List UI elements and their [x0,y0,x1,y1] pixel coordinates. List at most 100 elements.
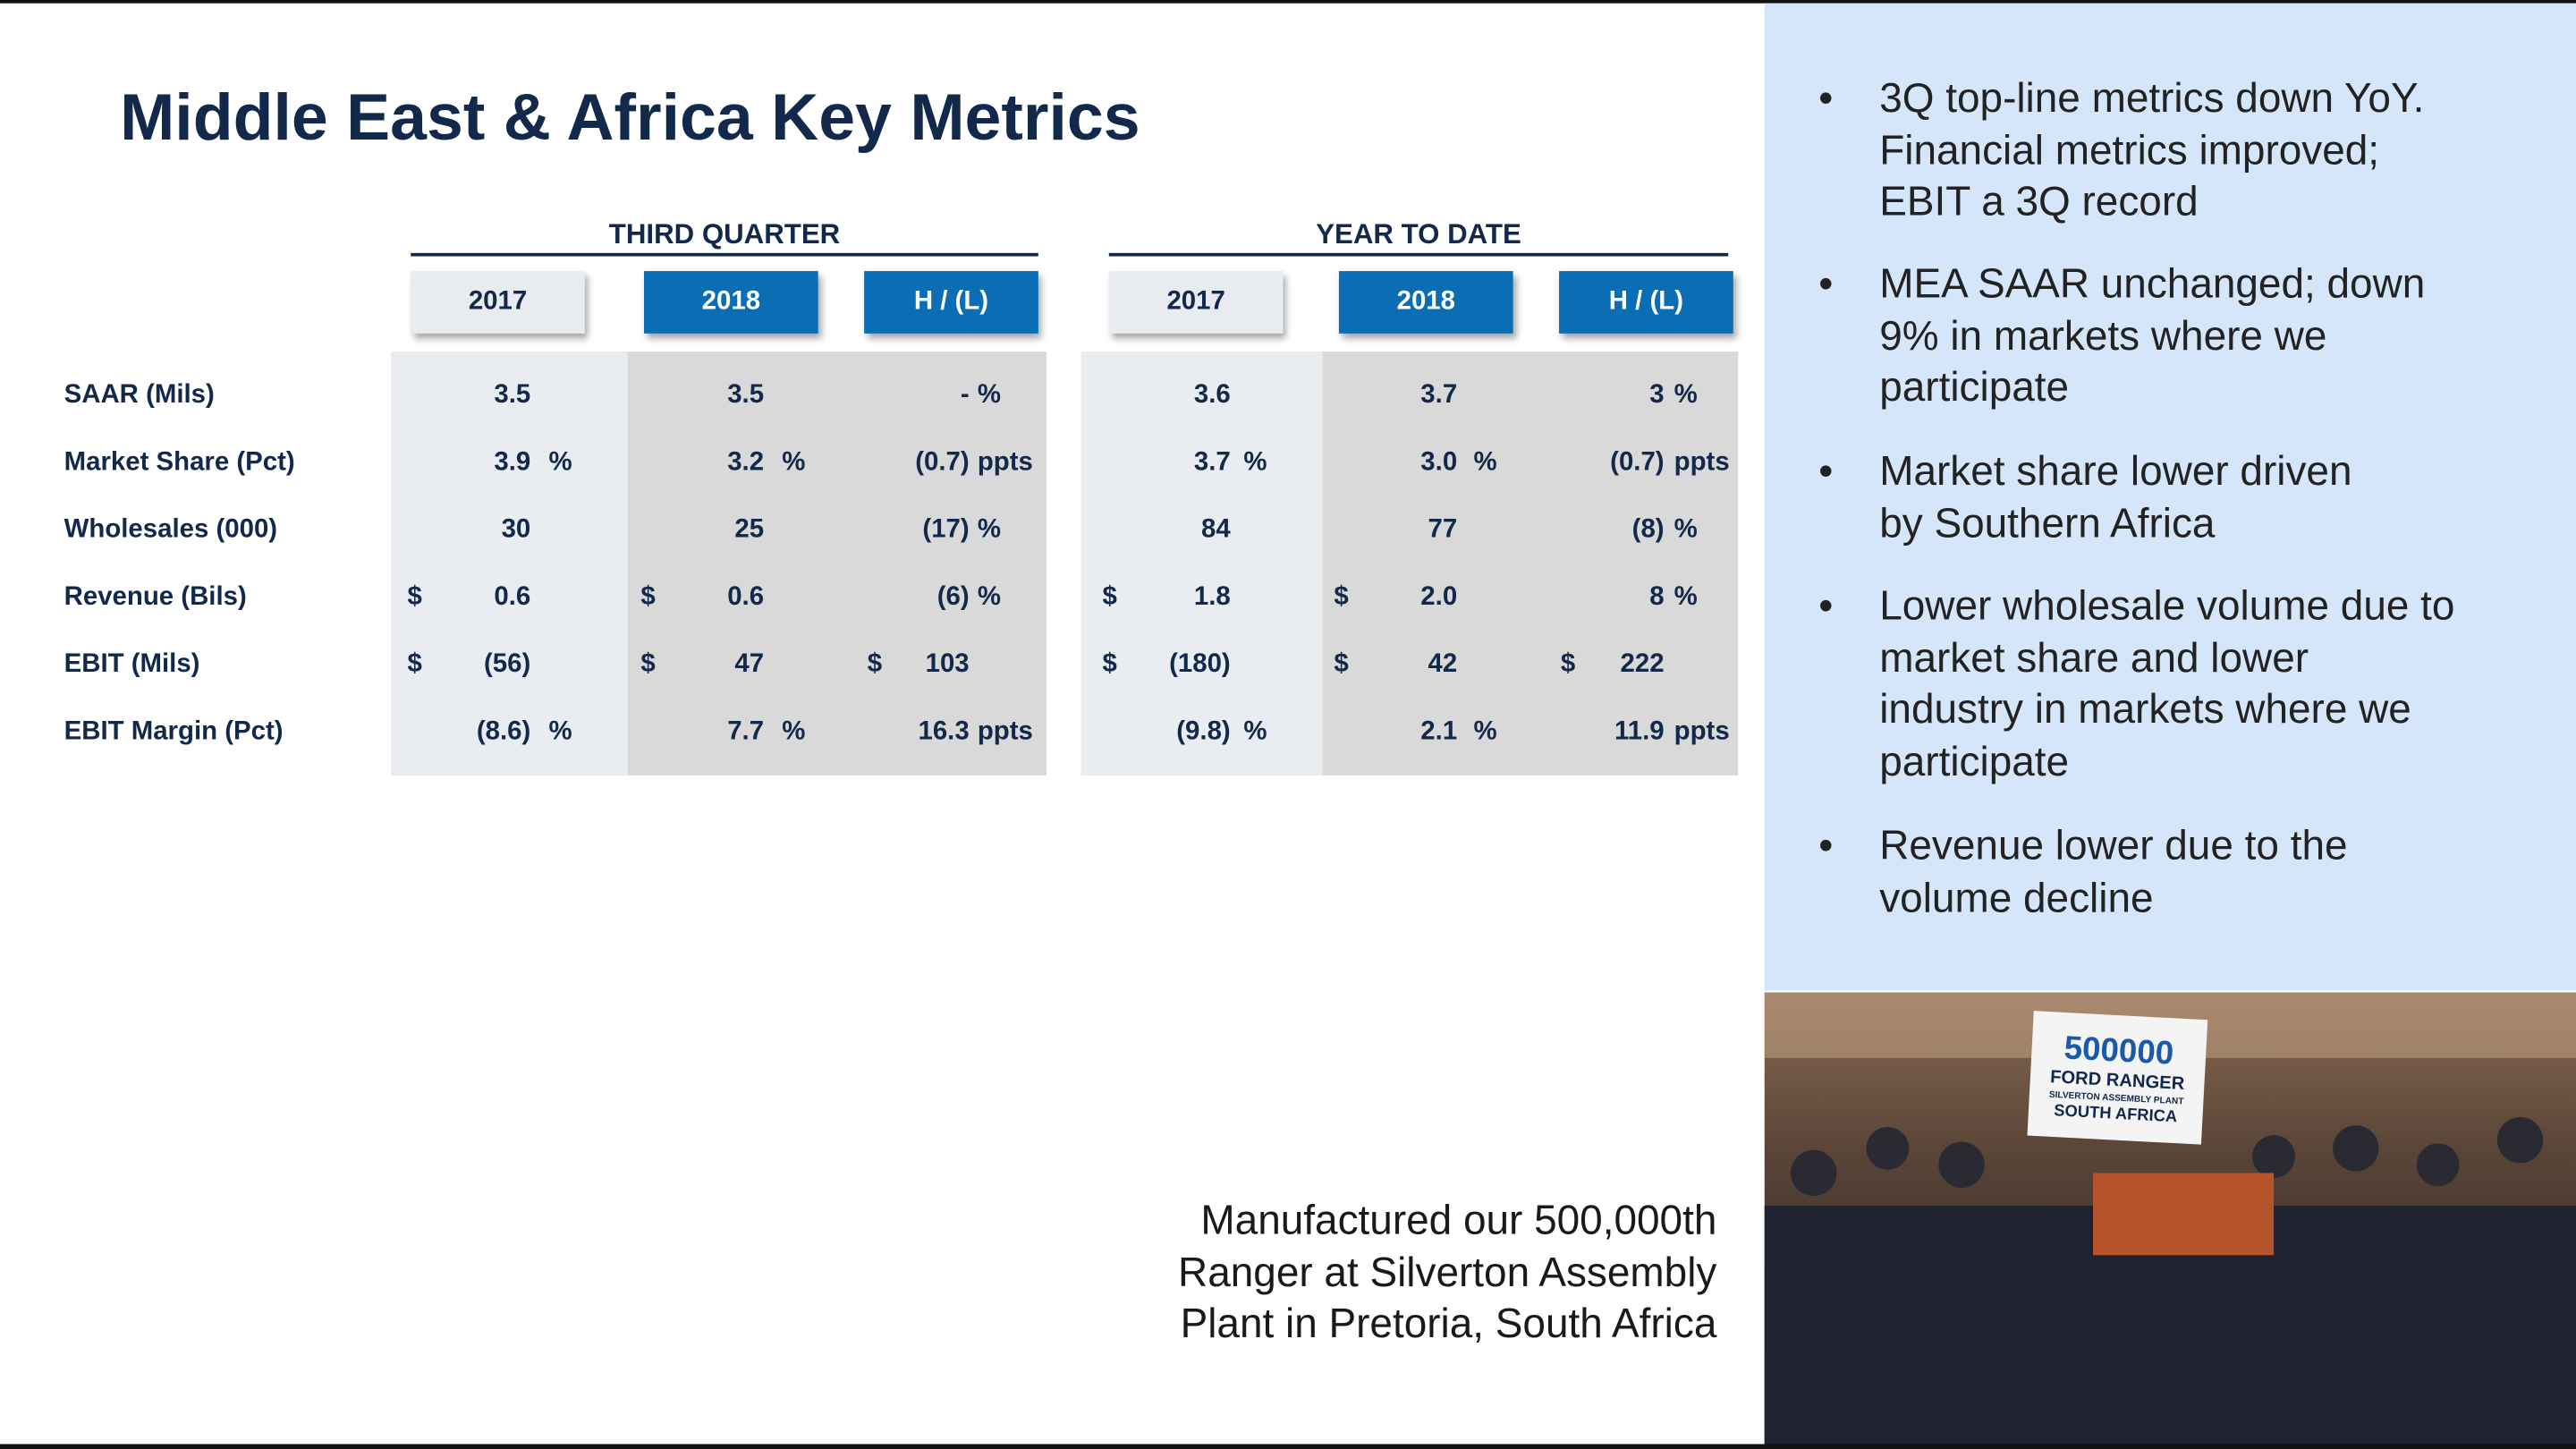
group-title: THIRD QUARTER [608,218,841,250]
cell-value: 3.2 [727,448,765,477]
cell-suffix: % [1473,717,1497,746]
column-band [627,352,1046,775]
bullet-text: Revenue lower due to the [1879,823,2348,869]
bullet-text: MEA SAAR unchanged; down [1879,261,2426,308]
cell-suffix: ppts [1674,448,1730,477]
cell-value: 30 [501,515,531,544]
cell-value: 3.0 [1420,448,1458,477]
column-header: H / (L) [864,271,1038,334]
row-label: Revenue (Bils) [64,583,247,612]
slide-title: Middle East & Africa Key Metrics [120,81,1140,155]
photo-caption: Manufactured our 500,000th Ranger at Silv… [1178,1196,1716,1352]
column-header: 2017 [411,271,585,334]
cell-suffix: % [782,448,806,477]
cell-suffix: % [1243,717,1267,746]
cell-value: 0.6 [494,583,531,612]
column-header: 2018 [643,271,818,334]
cell-value: 3.6 [1193,381,1231,410]
cell-value: 25 [734,515,765,544]
photo: 500000 FORD RANGER SILVERTON ASSEMBLY PL… [1764,992,2576,1445]
group-rule [411,252,1038,257]
cell-value: (56) [484,650,531,679]
column-header: H / (L) [1559,271,1733,334]
cell-value: (6) [936,583,970,612]
cell-value: 3.5 [727,381,765,410]
cell-prefix: $ [407,650,422,679]
bullet-text: participate [1879,739,2070,785]
column-band [1322,352,1739,775]
cell-value: 2.1 [1420,717,1458,746]
caption-line: Plant in Pretoria, South Africa [1180,1301,1717,1348]
cell-prefix: $ [640,650,656,679]
row-label: EBIT Margin (Pct) [64,717,284,746]
cell-suffix: % [1243,448,1267,477]
commentary-panel [1764,3,2576,991]
group-rule [1108,252,1729,257]
bullet-text: by Southern Africa [1879,500,2216,547]
cell-value: (0.7) [1610,448,1665,477]
cell-prefix: $ [867,650,883,679]
cell-prefix: $ [1560,650,1576,679]
bottom-border [0,1444,2576,1449]
cell-prefix: $ [1102,583,1117,612]
cell-suffix: % [977,515,1001,544]
banner-number: 500000 [2063,1029,2175,1071]
bullet-text: industry in markets where we [1879,687,2411,733]
bullet-text: Market share lower driven [1879,448,2352,495]
bullet-text: market share and lower [1879,635,2309,682]
cell-prefix: $ [407,583,422,612]
cell-value: 2.0 [1420,583,1458,612]
cell-suffix: ppts [977,717,1033,746]
row-label: Market Share (Pct) [64,448,295,477]
cell-suffix: % [548,448,572,477]
cell-value: (17) [922,515,970,544]
cell-value: 3 [1649,381,1665,410]
cell-value: (8.6) [476,717,531,746]
cell-value: (0.7) [915,448,970,477]
cell-prefix: $ [1334,583,1349,612]
cell-value: 3.9 [494,448,531,477]
cell-suffix: % [977,381,1001,410]
cell-value: 77 [1428,515,1458,544]
cell-suffix: % [1674,381,1698,410]
bullet-text: Financial metrics improved; [1879,127,2380,174]
column-band [1080,352,1323,775]
cell-value: 1.8 [1193,583,1231,612]
cell-value: 3.7 [1193,448,1231,477]
top-border [0,0,2576,4]
cell-prefix: $ [1102,650,1117,679]
cell-prefix: $ [640,583,656,612]
caption-line: Ranger at Silverton Assembly [1178,1249,1717,1296]
cell-value: 3.7 [1420,381,1458,410]
cell-suffix: % [1473,448,1497,477]
cell-value: 3.5 [494,381,531,410]
cell-suffix: % [1674,515,1698,544]
group-title: YEAR TO DATE [1316,218,1521,250]
cell-suffix: % [977,583,1001,612]
cell-value: 7.7 [727,717,765,746]
cell-value: 11.9 [1614,717,1665,746]
cell-value: 222 [1620,650,1665,679]
cell-value: (9.8) [1176,717,1231,746]
caption-line: Manufactured our 500,000th [1200,1197,1717,1244]
bullet-marker: • [1818,75,1834,122]
cell-suffix: % [1674,583,1698,612]
row-label: Wholesales (000) [64,515,278,544]
bullet-marker: • [1818,448,1834,495]
cell-value: (180) [1169,650,1231,679]
bullet-text: EBIT a 3Q record [1879,179,2199,225]
cell-value: 84 [1201,515,1231,544]
cell-suffix: ppts [1674,717,1730,746]
bullet-text: volume decline [1879,875,2154,921]
column-header: 2018 [1338,271,1513,334]
bullet-text: participate [1879,365,2070,411]
cell-value: 0.6 [727,583,765,612]
cell-value: 8 [1649,583,1665,612]
cell-value: 16.3 [918,717,970,746]
cell-value: - [960,381,970,410]
bullet-text: 9% in markets where we [1879,313,2327,360]
bullet-text: 3Q top-line metrics down YoY. [1879,75,2425,122]
cell-value: 42 [1428,650,1458,679]
cell-suffix: % [548,717,572,746]
